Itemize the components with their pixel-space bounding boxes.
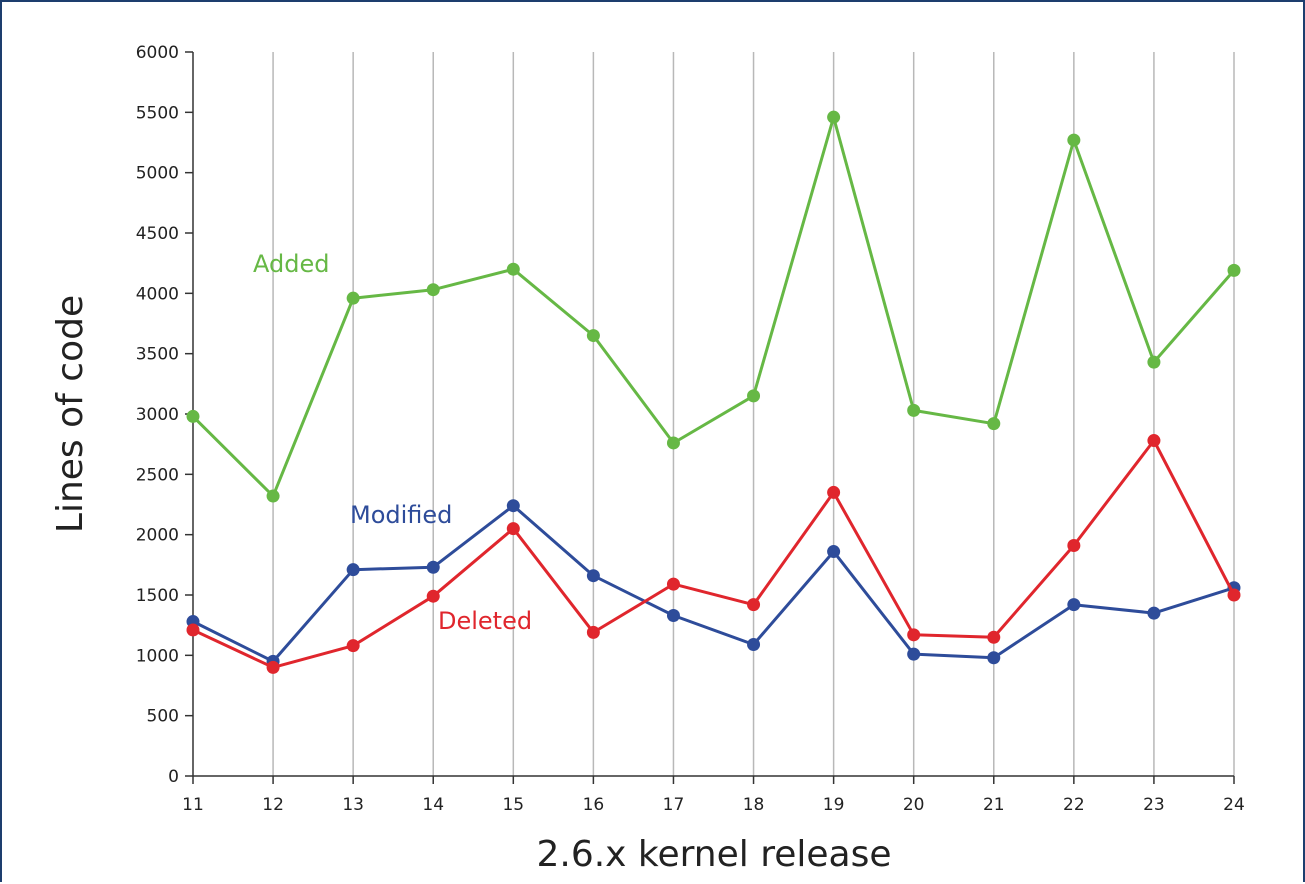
data-point-deleted — [1067, 539, 1081, 553]
x-tick-label: 11 — [182, 795, 204, 815]
data-point-deleted — [426, 589, 440, 603]
data-point-deleted — [1147, 434, 1161, 448]
x-tick-label: 14 — [422, 795, 444, 815]
x-tick-label: 19 — [823, 795, 845, 815]
series-label-added: Added — [253, 250, 329, 278]
tick-labels: 0 500 1000 1500 2000 2500 3000 3500 4000 4500 5000… — [136, 43, 1245, 815]
x-axis-title: 2.6.x kernel release — [536, 834, 891, 875]
series-line-modified — [192, 504, 1235, 663]
data-point-added — [827, 110, 841, 124]
data-point-added — [506, 262, 520, 276]
data-point-deleted — [346, 639, 360, 653]
y-tick-label: 3500 — [136, 345, 179, 365]
data-point-deleted — [827, 485, 841, 499]
y-tick-label: 2500 — [136, 465, 179, 485]
y-axis-title: Lines of code — [50, 295, 91, 533]
data-point-modified — [586, 569, 600, 583]
series-lines — [186, 110, 1241, 674]
data-point-modified — [987, 651, 1001, 665]
data-point-deleted — [666, 577, 680, 591]
data-point-added — [1227, 263, 1241, 277]
x-tick-label: 16 — [583, 795, 605, 815]
data-point-added — [266, 489, 280, 503]
series-line-added — [191, 115, 1236, 498]
data-point-deleted — [586, 625, 600, 639]
y-tick-label: 5500 — [136, 103, 179, 123]
y-tick-label: 2000 — [136, 526, 179, 546]
data-point-modified — [346, 563, 360, 577]
grid-lines — [272, 52, 1235, 776]
x-tick-label: 21 — [983, 795, 1005, 815]
y-tick-label: 1000 — [136, 646, 179, 666]
data-point-added — [1067, 133, 1081, 147]
y-tick-label: 5000 — [136, 164, 179, 184]
data-point-deleted — [186, 623, 200, 637]
data-point-modified — [827, 545, 841, 559]
x-tick-label: 20 — [903, 795, 925, 815]
x-tick-label: 24 — [1223, 795, 1245, 815]
data-point-added — [666, 436, 680, 450]
y-tick-label: 4500 — [136, 224, 179, 244]
data-point-modified — [426, 560, 440, 574]
data-point-added — [586, 329, 600, 343]
series-line-deleted — [192, 439, 1236, 669]
x-tick-label: 17 — [663, 795, 685, 815]
data-point-deleted — [506, 522, 520, 536]
data-point-deleted — [1227, 588, 1241, 602]
y-tick-label: 1500 — [136, 586, 179, 606]
x-tick-label: 12 — [262, 795, 284, 815]
y-tick-label: 500 — [147, 707, 179, 727]
data-point-modified — [1067, 598, 1081, 612]
data-point-added — [186, 409, 200, 423]
data-point-added — [346, 291, 360, 305]
data-point-deleted — [987, 630, 1001, 644]
data-point-added — [987, 417, 1001, 431]
data-point-deleted — [907, 628, 921, 642]
data-point-added — [1147, 355, 1161, 369]
data-point-deleted — [266, 660, 280, 674]
data-point-deleted — [747, 598, 761, 612]
x-tick-label: 15 — [502, 795, 524, 815]
x-tick-label: 23 — [1143, 795, 1165, 815]
x-tick-label: 13 — [342, 795, 364, 815]
data-point-modified — [666, 609, 680, 623]
data-point-added — [747, 389, 761, 403]
series-label-deleted: Deleted — [438, 607, 532, 635]
data-point-added — [426, 283, 440, 297]
data-point-modified — [907, 647, 921, 661]
data-point-modified — [1147, 606, 1161, 620]
data-point-modified — [747, 637, 761, 651]
axes — [185, 51, 1235, 784]
y-tick-label: 4000 — [136, 284, 179, 304]
data-point-added — [907, 403, 921, 417]
data-point-modified — [506, 499, 520, 513]
x-tick-label: 18 — [743, 795, 765, 815]
x-tick-label: 22 — [1063, 795, 1085, 815]
y-tick-label: 6000 — [136, 43, 179, 63]
y-tick-label: 0 — [168, 767, 179, 787]
y-tick-label: 3000 — [136, 405, 179, 425]
series-label-modified: Modified — [350, 501, 452, 529]
